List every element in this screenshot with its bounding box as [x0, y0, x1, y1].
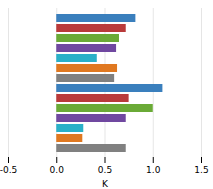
svg-text:1.0: 1.0 — [146, 165, 161, 175]
svg-text:0.5: 0.5 — [98, 165, 112, 175]
svg-text:K: K — [102, 179, 109, 189]
svg-text:1.5: 1.5 — [194, 165, 208, 175]
svg-text:-0.5: -0.5 — [0, 165, 17, 175]
svg-text:0.0: 0.0 — [50, 165, 65, 175]
